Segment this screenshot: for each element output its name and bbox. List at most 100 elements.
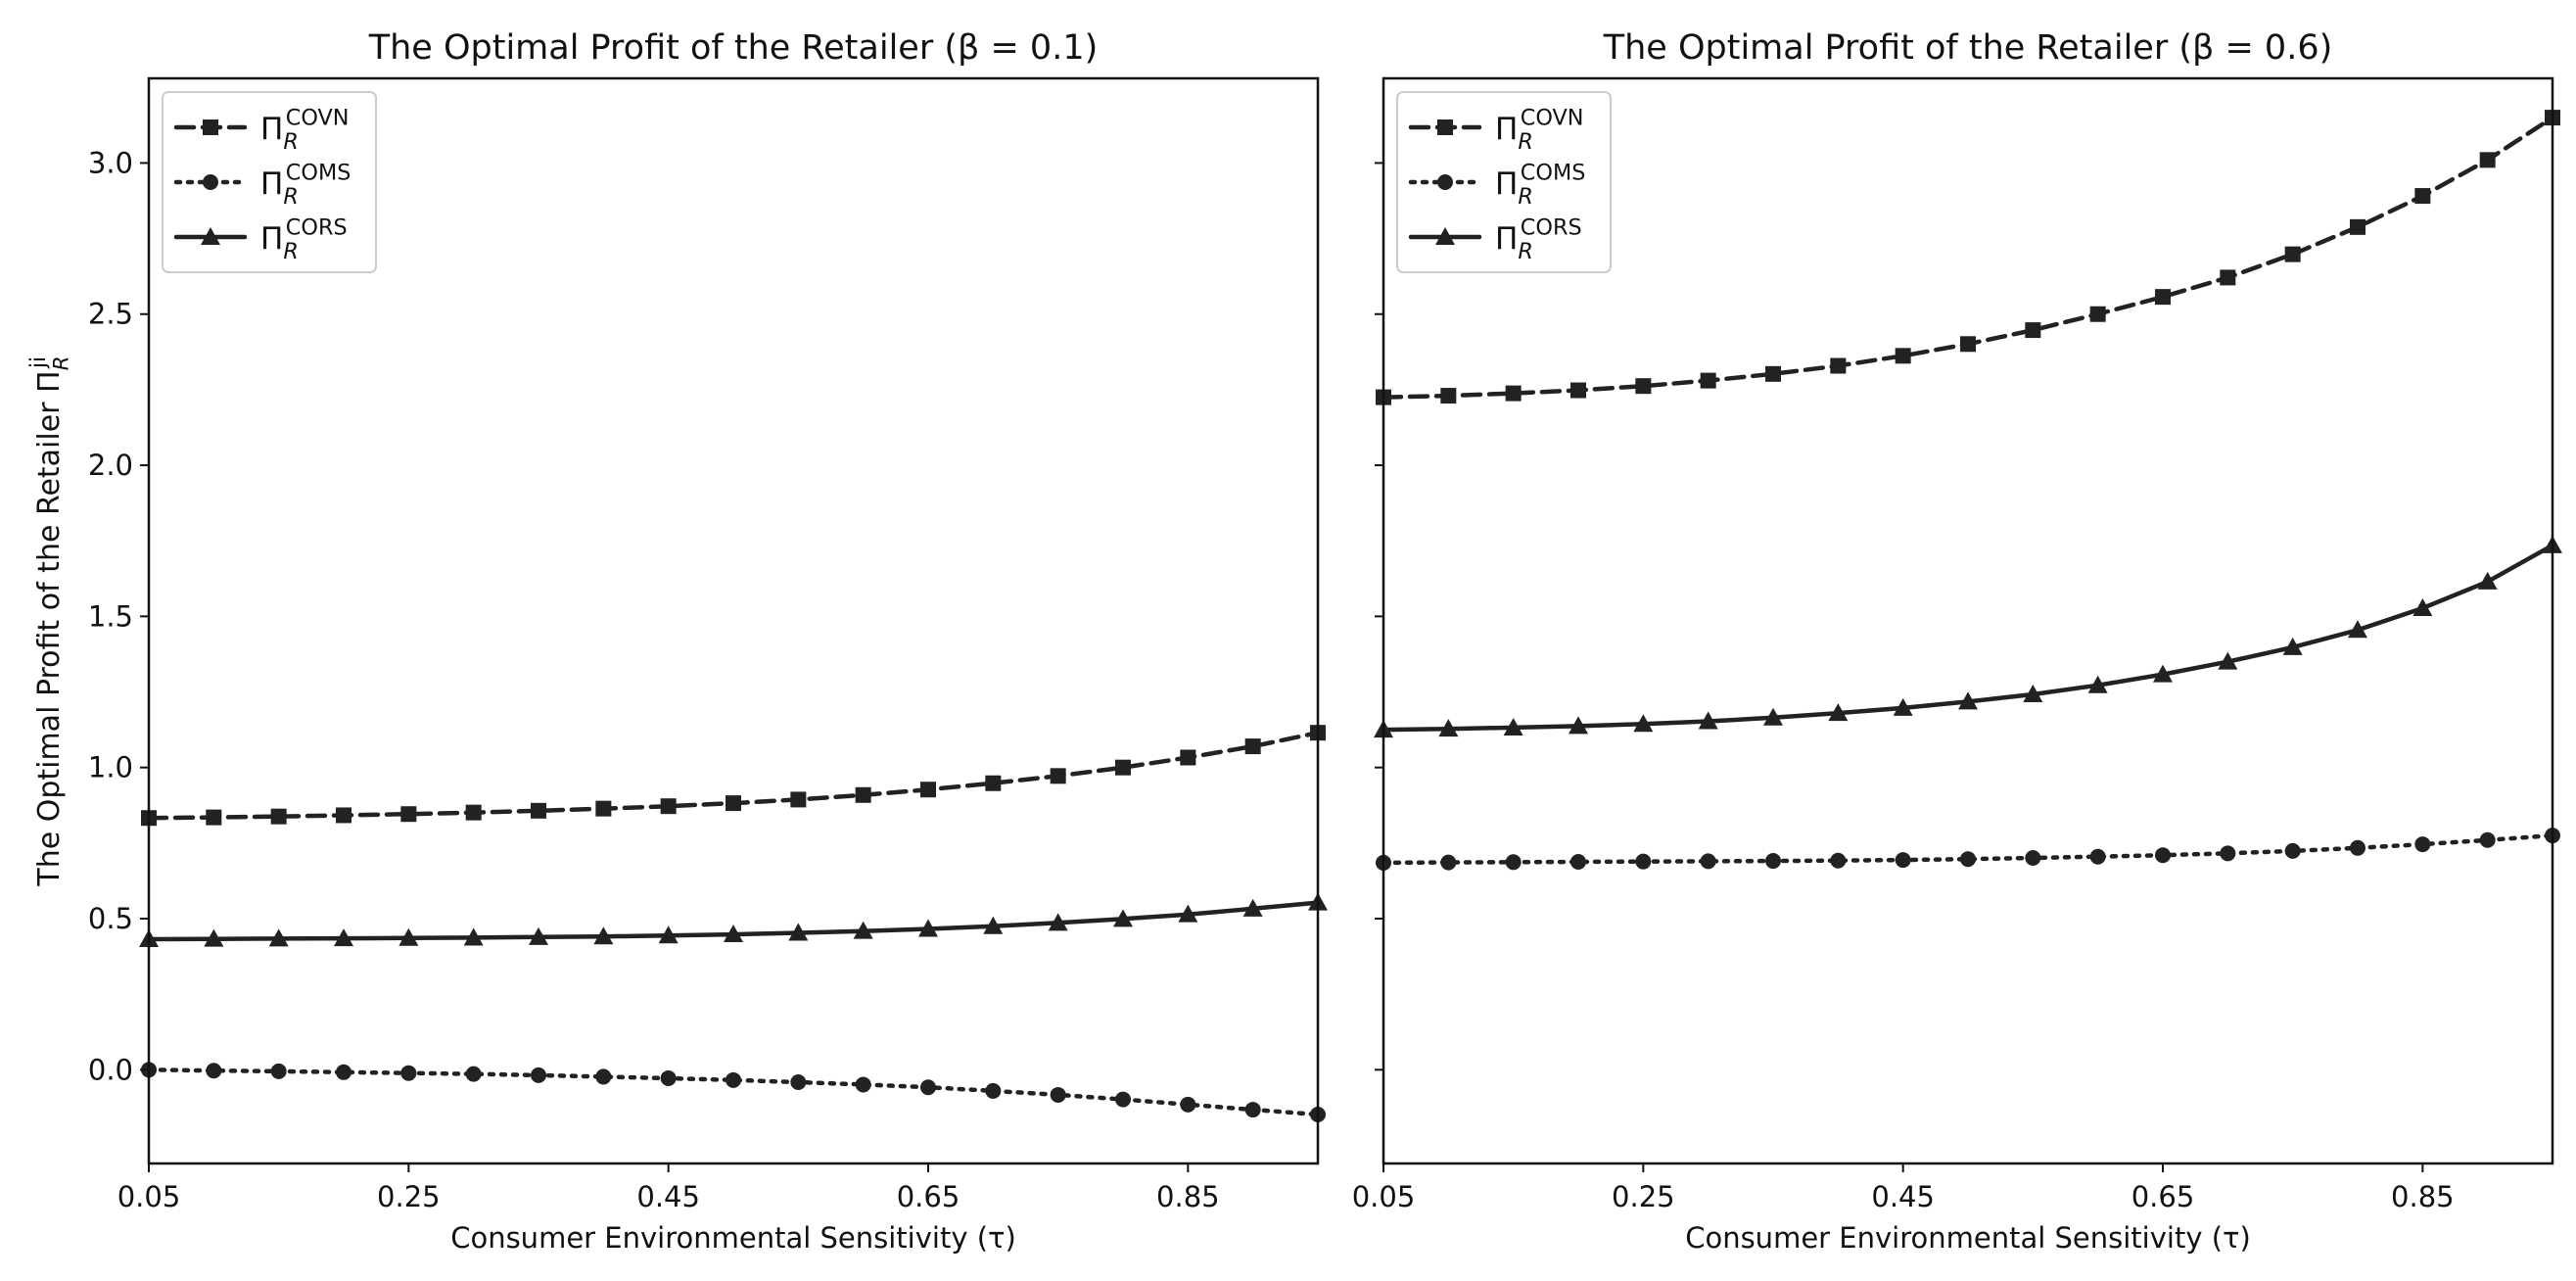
- data-point: [658, 925, 679, 944]
- data-point: [336, 807, 351, 824]
- data-point: [204, 928, 224, 947]
- data-point: [790, 791, 807, 808]
- data-point: [983, 916, 1004, 934]
- x-tick-label: 0.45: [1871, 1180, 1935, 1213]
- data-point: [1115, 1091, 1131, 1108]
- legend-label: ΠRCOVN: [260, 106, 350, 155]
- legend-marker: [203, 119, 218, 135]
- data-point: [1893, 697, 1913, 716]
- data-point: [593, 926, 614, 945]
- legend-label: ΠRCORS: [260, 215, 348, 264]
- data-point: [2155, 847, 2171, 864]
- data-point: [595, 1068, 612, 1085]
- data-point: [1115, 759, 1131, 776]
- x-axis-label: Consumer Environmental Sensitivity (τ): [450, 1221, 1016, 1255]
- chart-title: The Optimal Profit of the Retailer (β = …: [368, 28, 1099, 68]
- y-tick-label: 3.0: [88, 146, 133, 179]
- x-tick-label: 0.25: [377, 1180, 441, 1213]
- data-point: [1700, 372, 1716, 389]
- legend-label: ΠRCORS: [1495, 215, 1582, 264]
- y-tick-label: 2.0: [88, 449, 133, 482]
- data-point: [2479, 831, 2496, 848]
- data-point: [2155, 289, 2171, 306]
- data-point: [1178, 904, 1198, 923]
- data-point: [2153, 664, 2173, 683]
- data-point: [726, 795, 741, 812]
- data-point: [1180, 1096, 1196, 1113]
- legend-marker: [201, 227, 220, 245]
- data-point: [1700, 853, 1716, 870]
- data-point: [2284, 246, 2301, 262]
- data-point: [1960, 336, 1976, 353]
- x-tick-label: 0.05: [1352, 1180, 1416, 1213]
- data-point: [724, 925, 743, 943]
- plot-frame: [1382, 76, 2554, 1165]
- data-point: [2412, 598, 2433, 617]
- data-point: [1633, 714, 1654, 733]
- legend: ΠRCOVN ΠRCOMS ΠRCORS: [1396, 91, 1612, 273]
- data-point: [1244, 738, 1261, 755]
- data-point: [920, 782, 936, 798]
- data-point: [336, 1064, 351, 1080]
- data-point: [2087, 675, 2108, 693]
- data-point: [920, 1079, 936, 1096]
- data-point: [2348, 620, 2367, 639]
- data-point: [206, 809, 222, 826]
- y-axis-label: The Optimal Profit of the Retailer ΠRji: [26, 356, 73, 886]
- x-tick-label: 0.65: [2131, 1180, 2195, 1213]
- legend-box: [1396, 91, 1612, 273]
- data-point: [1765, 365, 1781, 382]
- x-axis-label: Consumer Environmental Sensitivity (τ): [1685, 1221, 2251, 1255]
- data-point: [1570, 382, 1586, 399]
- data-point: [1438, 719, 1459, 737]
- data-point: [2284, 842, 2301, 859]
- data-point: [2477, 571, 2498, 590]
- data-point: [2025, 849, 2041, 866]
- data-point: [531, 802, 546, 819]
- data-point: [400, 806, 417, 823]
- data-point: [1830, 357, 1847, 374]
- data-point: [270, 1063, 287, 1079]
- data-point: [855, 786, 871, 803]
- data-point: [660, 1069, 677, 1086]
- data-point: [398, 927, 419, 946]
- x-tick-label: 0.65: [897, 1180, 960, 1213]
- data-point: [2023, 684, 2043, 702]
- data-point: [465, 804, 482, 821]
- data-point: [1244, 1102, 1261, 1118]
- data-point: [463, 927, 484, 946]
- data-point: [270, 808, 287, 825]
- legend-label: ΠRCOMS: [260, 161, 351, 210]
- data-point: [2089, 306, 2106, 322]
- y-tick-label: 2.5: [88, 298, 133, 331]
- legend-label: ΠRCOVN: [1495, 106, 1584, 155]
- plot-frame: [147, 76, 1320, 1165]
- legend-label: ΠRCOMS: [1495, 161, 1585, 210]
- data-point: [1895, 348, 1911, 364]
- data-point: [465, 1066, 482, 1082]
- data-point: [1050, 768, 1066, 784]
- chart-panel-2: 0.05 0.25 0.45 0.65 0.85 The Optimal Profit o…: [1352, 28, 2562, 1255]
- data-point: [2282, 637, 2303, 655]
- data-point: [2089, 848, 2106, 865]
- x-tick-label: 0.45: [636, 1180, 700, 1213]
- data-point: [1830, 852, 1847, 869]
- data-point: [853, 921, 873, 939]
- legend: ΠRCOVN ΠRCOMS ΠRCORS: [162, 91, 377, 273]
- data-point: [1050, 1086, 1066, 1103]
- chart-panel-1: 0.05 0.25 0.45 0.65 0.85 0.0 0.5 1.0 1.5 2.0 2.5 3.…: [26, 28, 1328, 1255]
- data-point: [1505, 385, 1522, 402]
- data-point: [1635, 853, 1652, 870]
- data-point: [1895, 852, 1911, 869]
- data-point: [788, 923, 809, 941]
- data-point: [1635, 378, 1652, 395]
- data-point: [985, 775, 1002, 791]
- data-point: [2220, 845, 2236, 862]
- y-tick-label: 0.0: [88, 1053, 133, 1086]
- data-point: [1440, 854, 1457, 871]
- data-point: [1570, 853, 1586, 870]
- data-point: [2479, 152, 2496, 168]
- data-point: [529, 926, 548, 945]
- data-point: [1763, 707, 1783, 726]
